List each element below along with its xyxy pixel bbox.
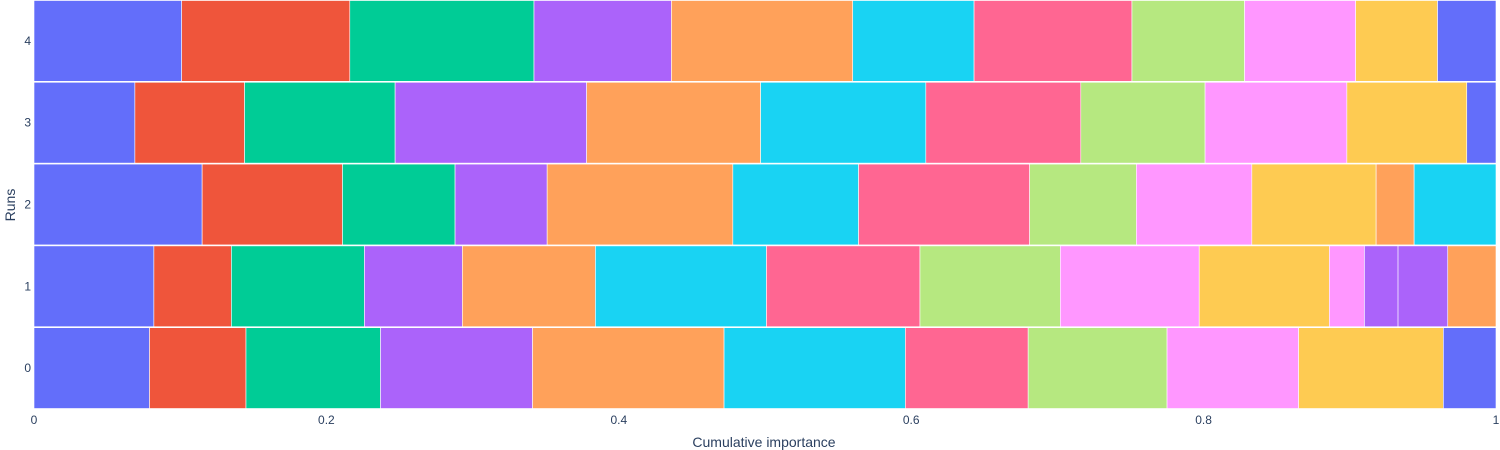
bar-segment-run0-4[interactable]	[532, 327, 725, 409]
bar-segment-run4-6[interactable]	[973, 0, 1133, 82]
bar-segment-run2-5[interactable]	[732, 163, 859, 246]
y-tick-label: 4	[24, 34, 31, 48]
bar-segment-run0-10[interactable]	[1443, 327, 1497, 409]
bar-segment-run1-10[interactable]	[1329, 245, 1365, 327]
bar-segment-run3-10[interactable]	[1466, 82, 1497, 164]
bar-segment-run1-5[interactable]	[595, 245, 767, 327]
bar-segment-run0-8[interactable]	[1166, 327, 1299, 409]
bar-segment-run1-11[interactable]	[1364, 245, 1399, 327]
bar-segment-run4-5[interactable]	[852, 0, 975, 82]
bar-segment-run3-0[interactable]	[33, 82, 136, 164]
bar-segment-run2-2[interactable]	[342, 163, 456, 246]
x-tick-label: 0	[31, 413, 38, 427]
bar-segment-run3-8[interactable]	[1204, 82, 1348, 164]
bar-segment-run1-8[interactable]	[1060, 245, 1200, 327]
bars-layer	[33, 0, 1497, 409]
bar-segment-run4-10[interactable]	[1437, 0, 1497, 82]
bar-segment-run1-13[interactable]	[1447, 245, 1497, 327]
bar-segment-run0-5[interactable]	[723, 327, 906, 409]
bar-segment-run0-9[interactable]	[1298, 327, 1444, 409]
bar-segment-run3-2[interactable]	[244, 82, 396, 164]
bar-row-run-1	[33, 245, 1497, 327]
bar-segment-run4-4[interactable]	[671, 0, 854, 82]
bar-segment-run2-0[interactable]	[33, 163, 203, 246]
y-axis-title: Runs	[2, 189, 18, 222]
bar-segment-run0-2[interactable]	[245, 327, 381, 409]
bar-segment-run2-10[interactable]	[1375, 163, 1415, 246]
bar-segment-run0-1[interactable]	[149, 327, 247, 409]
bar-row-run-3	[33, 82, 1497, 164]
x-axis-title: Cumulative importance	[692, 434, 835, 450]
bar-segment-run2-4[interactable]	[546, 163, 734, 246]
bar-segment-run0-7[interactable]	[1027, 327, 1168, 409]
bar-segment-run3-6[interactable]	[925, 82, 1082, 164]
bar-segment-run1-1[interactable]	[153, 245, 232, 327]
bar-segment-run2-7[interactable]	[1029, 163, 1137, 246]
y-tick-label: 3	[24, 116, 31, 130]
bar-row-run-0	[33, 327, 1497, 409]
y-tick-label: 1	[24, 279, 31, 293]
bar-segment-run2-9[interactable]	[1251, 163, 1377, 246]
bar-segment-run4-8[interactable]	[1244, 0, 1356, 82]
bar-segment-run1-6[interactable]	[766, 245, 921, 327]
bar-segment-run3-9[interactable]	[1346, 82, 1468, 164]
bar-row-run-4	[33, 0, 1497, 82]
x-tick-label: 0.8	[1195, 413, 1212, 427]
bar-segment-run3-7[interactable]	[1080, 82, 1206, 164]
bar-segment-run4-3[interactable]	[533, 0, 672, 82]
bar-segment-run4-2[interactable]	[349, 0, 535, 82]
bar-segment-run4-9[interactable]	[1355, 0, 1438, 82]
bar-segment-run1-0[interactable]	[33, 245, 155, 327]
x-tick-label: 0.6	[903, 413, 920, 427]
bar-segment-run3-1[interactable]	[134, 82, 245, 164]
bar-segment-run2-6[interactable]	[858, 163, 1030, 246]
bar-segment-run1-4[interactable]	[462, 245, 596, 327]
bar-segment-run1-3[interactable]	[364, 245, 463, 327]
bar-segment-run4-1[interactable]	[181, 0, 351, 82]
bar-segment-run4-0[interactable]	[33, 0, 182, 82]
bar-segment-run1-9[interactable]	[1198, 245, 1330, 327]
bar-segment-run2-1[interactable]	[201, 163, 343, 246]
x-tick-label: 0.4	[610, 413, 627, 427]
y-tick-label: 0	[24, 361, 31, 375]
x-axis-ticks: 0 0.2 0.4 0.6 0.8 1	[31, 413, 1500, 427]
bar-segment-run3-5[interactable]	[760, 82, 927, 164]
bar-segment-run2-3[interactable]	[454, 163, 548, 246]
bar-segment-run1-12[interactable]	[1397, 245, 1449, 327]
bar-row-run-2	[33, 163, 1497, 246]
bar-segment-run1-2[interactable]	[231, 245, 365, 327]
bar-segment-run0-6[interactable]	[905, 327, 1029, 409]
x-tick-label: 0.2	[318, 413, 335, 427]
bar-segment-run2-8[interactable]	[1136, 163, 1253, 246]
bar-segment-run4-7[interactable]	[1131, 0, 1245, 82]
bar-segment-run3-3[interactable]	[394, 82, 587, 164]
bar-segment-run2-11[interactable]	[1413, 163, 1497, 246]
y-tick-label: 2	[24, 198, 31, 212]
bar-segment-run0-3[interactable]	[380, 327, 533, 409]
bar-segment-run3-4[interactable]	[586, 82, 761, 164]
x-tick-label: 1	[1493, 413, 1500, 427]
y-axis-ticks: 0 1 2 3 4	[24, 34, 31, 375]
bar-segment-run0-0[interactable]	[33, 327, 150, 409]
bar-segment-run1-7[interactable]	[919, 245, 1061, 327]
